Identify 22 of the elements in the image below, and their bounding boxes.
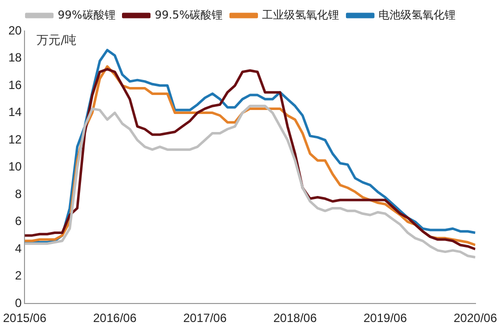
y-tick-label: 18 [8,50,22,65]
legend-label: 工业级氢氧化锂 [262,8,340,22]
y-tick-label: 6 [15,214,22,228]
legend-label: 99.5%碳酸锂 [154,8,223,22]
legend-label: 99%碳酸锂 [58,8,116,22]
y-tick-label: 14 [8,105,22,120]
y-tick-label: 4 [15,241,22,256]
x-tick-label: 2016/06 [93,311,137,326]
y-tick-label: 8 [15,186,22,201]
y-tick-label: 20 [8,23,22,38]
y-axis-title: 万元/吨 [36,33,77,48]
x-tick-label: 2020/06 [454,311,498,326]
x-tick-label: 2018/06 [273,311,318,326]
legend-label: 电池级氢氧化锂 [378,8,456,22]
x-tick-label: 2015/06 [2,311,47,326]
y-tick-label: 0 [15,296,22,310]
x-tick-label: 2017/06 [183,311,227,326]
y-tick-label: 10 [8,160,22,174]
y-tick-label: 12 [8,132,22,146]
y-tick-label: 2 [15,268,22,283]
y-tick-label: 16 [8,78,22,92]
x-tick-label: 2019/06 [363,311,408,326]
